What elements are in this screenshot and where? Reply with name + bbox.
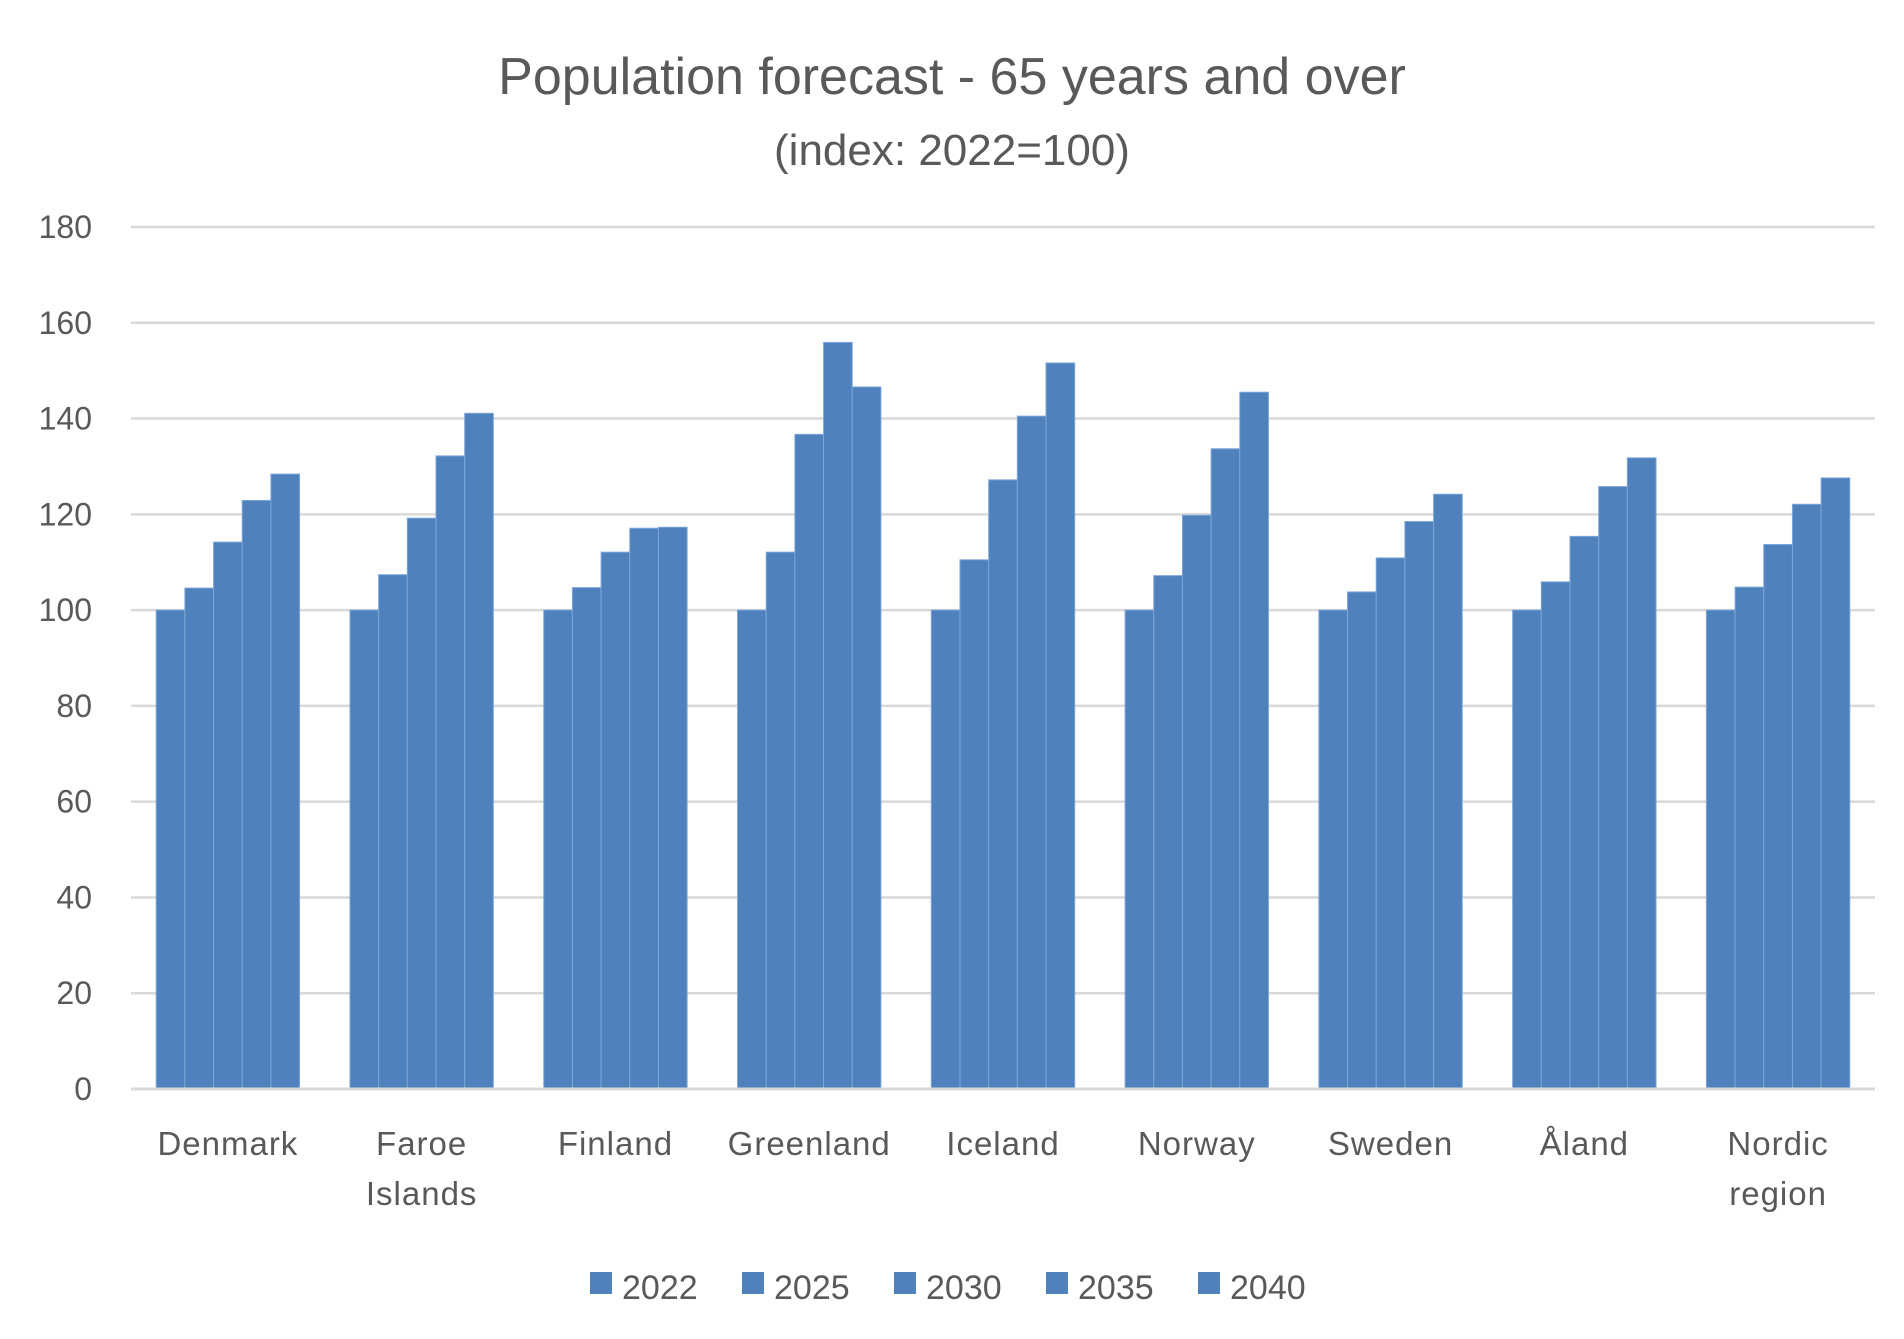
bar-iceland-2025 bbox=[959, 559, 990, 1090]
bar-faroe-islands-2030 bbox=[406, 517, 437, 1090]
bar-faroe-islands-2022 bbox=[349, 609, 380, 1090]
bar-åland-2030 bbox=[1569, 535, 1600, 1090]
x-category-label: Greenland bbox=[728, 1125, 891, 1162]
bar-iceland-2022 bbox=[930, 609, 961, 1090]
y-tick-label: 20 bbox=[56, 975, 92, 1011]
bar-åland-2022 bbox=[1512, 609, 1542, 1090]
x-category-label: region bbox=[1729, 1175, 1827, 1212]
bar-finland-2022 bbox=[543, 609, 573, 1090]
bar-nordic-region-2030 bbox=[1763, 544, 1793, 1090]
bar-denmark-2035 bbox=[241, 499, 272, 1090]
y-tick-label: 0 bbox=[74, 1071, 92, 1107]
bar-iceland-2040 bbox=[1045, 362, 1076, 1090]
legend-swatch-2035 bbox=[1046, 1272, 1068, 1294]
bar-nordic-region-2022 bbox=[1705, 609, 1736, 1090]
bar-iceland-2030 bbox=[988, 479, 1018, 1090]
bar-faroe-islands-2025 bbox=[378, 574, 408, 1090]
bar-sweden-2030 bbox=[1375, 557, 1406, 1090]
legend-label-2040: 2040 bbox=[1230, 1269, 1306, 1307]
bar-sweden-2022 bbox=[1318, 609, 1349, 1090]
y-tick-label: 60 bbox=[56, 784, 92, 820]
legend-swatch-2030 bbox=[894, 1272, 916, 1294]
bar-greenland-2030 bbox=[794, 433, 825, 1090]
bar-greenland-2040 bbox=[851, 386, 882, 1090]
legend-label-2025: 2025 bbox=[774, 1269, 850, 1307]
bar-finland-2040 bbox=[657, 526, 688, 1090]
bar-faroe-islands-2040 bbox=[464, 412, 494, 1090]
bar-nordic-region-2025 bbox=[1734, 586, 1765, 1090]
bar-denmark-2040 bbox=[270, 473, 301, 1090]
bars bbox=[155, 341, 1851, 1090]
y-tick-label: 120 bbox=[39, 496, 92, 532]
x-category-label: Denmark bbox=[157, 1125, 298, 1162]
bar-sweden-2025 bbox=[1347, 591, 1377, 1090]
bar-norway-2022 bbox=[1124, 609, 1155, 1090]
legend-label-2030: 2030 bbox=[926, 1269, 1002, 1307]
chart-title: Population forecast - 65 years and over bbox=[498, 48, 1406, 106]
bar-norway-2025 bbox=[1153, 575, 1183, 1090]
bar-finland-2035 bbox=[629, 527, 659, 1090]
bar-denmark-2030 bbox=[213, 541, 243, 1090]
x-category-label: Nordic bbox=[1727, 1125, 1828, 1162]
bar-norway-2035 bbox=[1210, 448, 1241, 1090]
bar-greenland-2035 bbox=[823, 341, 853, 1090]
bar-faroe-islands-2035 bbox=[435, 455, 466, 1090]
bar-sweden-2035 bbox=[1404, 521, 1435, 1090]
legend-label-2035: 2035 bbox=[1078, 1269, 1154, 1307]
x-category-label: Iceland bbox=[946, 1125, 1059, 1162]
x-category-label: Sweden bbox=[1328, 1125, 1453, 1162]
legend-swatch-2022 bbox=[590, 1272, 612, 1294]
y-tick-label: 180 bbox=[39, 209, 92, 245]
bar-greenland-2022 bbox=[737, 609, 767, 1090]
legend-swatch-2025 bbox=[742, 1272, 764, 1294]
y-tick-label: 100 bbox=[39, 592, 92, 628]
x-category-label: Faroe bbox=[376, 1125, 467, 1162]
bar-nordic-region-2035 bbox=[1791, 503, 1822, 1090]
bar-åland-2035 bbox=[1598, 486, 1628, 1090]
legend-swatch-2040 bbox=[1198, 1272, 1220, 1294]
legend: 2022 2025 2030 2035 2040 bbox=[590, 1269, 1306, 1307]
bar-nordic-region-2040 bbox=[1820, 477, 1851, 1090]
bar-åland-2025 bbox=[1540, 581, 1571, 1090]
x-category-label: Åland bbox=[1540, 1125, 1629, 1162]
bar-denmark-2022 bbox=[155, 609, 186, 1090]
x-category-label: Finland bbox=[558, 1125, 673, 1162]
bar-finland-2025 bbox=[571, 587, 602, 1090]
bar-greenland-2025 bbox=[765, 551, 796, 1090]
x-axis-categories: Denmark Faroe Islands Finland Greenland Icela… bbox=[157, 1125, 1828, 1212]
bar-åland-2040 bbox=[1626, 457, 1657, 1090]
y-tick-label: 40 bbox=[56, 879, 92, 915]
y-tick-label: 80 bbox=[56, 688, 92, 724]
x-category-label: Norway bbox=[1138, 1125, 1256, 1162]
bar-sweden-2040 bbox=[1433, 493, 1463, 1090]
y-axis-ticks: 0 20 40 60 80 100 120 140 160 180 bbox=[39, 209, 92, 1107]
y-tick-label: 140 bbox=[39, 401, 92, 437]
bar-iceland-2035 bbox=[1016, 415, 1047, 1090]
legend-label-2022: 2022 bbox=[622, 1269, 698, 1307]
x-category-label: Islands bbox=[366, 1175, 478, 1212]
bar-norway-2030 bbox=[1181, 514, 1212, 1090]
bar-denmark-2025 bbox=[184, 587, 215, 1090]
chart-subtitle: (index: 2022=100) bbox=[774, 126, 1130, 175]
bar-norway-2040 bbox=[1239, 391, 1269, 1090]
bar-finland-2030 bbox=[600, 551, 631, 1090]
y-tick-label: 160 bbox=[39, 305, 92, 341]
